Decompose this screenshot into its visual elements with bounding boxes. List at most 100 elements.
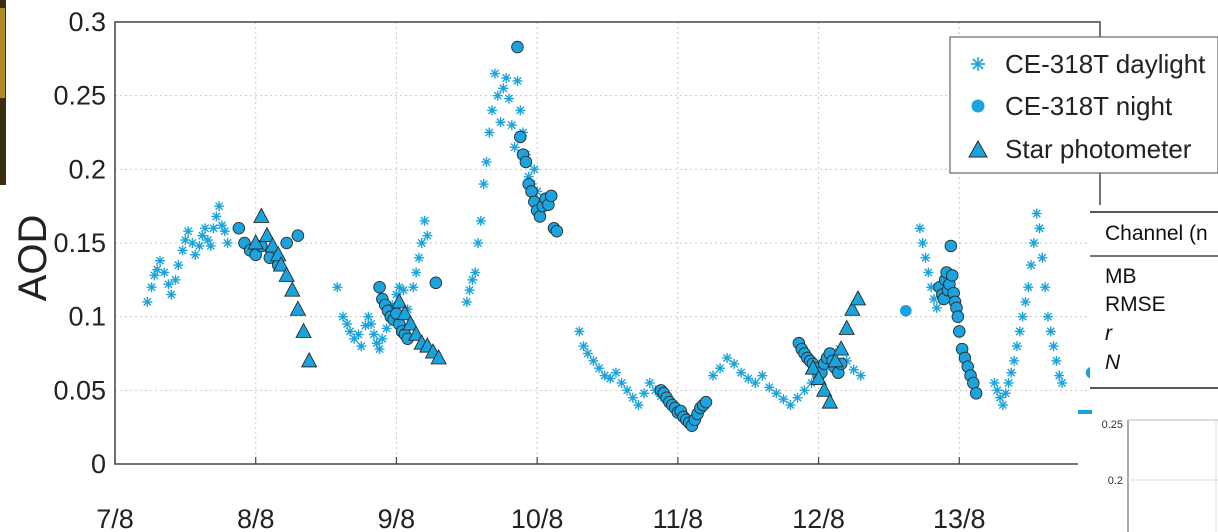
table-background: [1090, 205, 1218, 420]
daylight-point: [1026, 260, 1037, 271]
night-point: [533, 210, 547, 223]
mini-chart-tick-02: 0.2: [1108, 475, 1123, 487]
daylight-point: [1037, 252, 1048, 263]
daylight-point: [1042, 311, 1053, 322]
y-tick-label: 0.15: [53, 228, 106, 258]
night-point: [544, 189, 558, 203]
daylight-point: [408, 282, 419, 293]
daylight-point: [920, 252, 931, 263]
daylight-point: [1048, 341, 1059, 352]
night-point: [525, 185, 538, 198]
marks-layer: [142, 40, 1106, 432]
daylight-point: [222, 238, 233, 248]
night-point: [951, 310, 965, 323]
daylight-point: [639, 388, 650, 399]
daylight-point: [177, 245, 188, 256]
star-point: [407, 325, 425, 341]
daylight-point: [413, 252, 424, 263]
star-point: [810, 369, 827, 385]
daylight-point: [419, 215, 430, 226]
daylight-point: [722, 352, 733, 363]
daylight-point: [377, 333, 388, 344]
daylight-point: [1017, 311, 1028, 322]
daylight-point: [422, 230, 433, 241]
table-header: Channel (n: [1105, 222, 1208, 245]
daylight-point: [344, 326, 355, 337]
daylight-point: [1028, 238, 1039, 248]
daylight-point: [190, 249, 201, 260]
star-point: [838, 319, 855, 335]
star-point: [430, 348, 447, 365]
daylight-point: [214, 201, 225, 212]
mini-chart-bg: [1078, 410, 1218, 532]
daylight-point: [506, 120, 517, 131]
daylight-point: [337, 311, 348, 322]
daylight-point: [923, 267, 934, 278]
daylight-point: [1009, 355, 1020, 366]
x-tick-label: 9/8: [378, 504, 416, 532]
star-point: [849, 290, 867, 306]
daylight-point: [368, 329, 379, 340]
daylight-point: [1023, 282, 1034, 293]
daylight-point: [173, 260, 184, 271]
legend-label-night: CE-318T night: [1005, 91, 1173, 121]
x-tick-label: 13/8: [933, 504, 986, 532]
daylight-point: [473, 238, 484, 248]
y-tick-label: 0.05: [53, 375, 106, 405]
daylight-point: [487, 105, 498, 116]
daylight-point: [166, 289, 177, 300]
x-tick-label: 10/8: [511, 504, 564, 532]
daylight-point: [1031, 208, 1042, 219]
daylight-point: [931, 302, 942, 313]
daylight-point: [504, 93, 514, 104]
daylight-point: [489, 68, 500, 79]
daylight-point: [342, 319, 353, 330]
daylight-point: [356, 341, 367, 352]
daylight-point: [159, 267, 170, 278]
daylight-point: [481, 156, 492, 167]
star-point: [390, 292, 408, 309]
night-point: [944, 239, 958, 253]
daylight-point: [1040, 282, 1051, 293]
night-point: [699, 395, 713, 409]
daylight-point: [142, 296, 153, 307]
daylight-point: [588, 355, 599, 366]
y-tick-label: 0.3: [68, 7, 106, 37]
daylight-point: [484, 127, 495, 138]
night-point: [969, 387, 983, 400]
star-point: [253, 207, 270, 223]
daylight-point: [582, 348, 593, 359]
daylight-point: [515, 105, 526, 116]
daylight-point: [492, 90, 503, 101]
y-tick-label: 0.25: [53, 81, 106, 111]
daylight-point: [1000, 388, 1011, 399]
daylight-point: [757, 370, 768, 381]
daylight-point: [764, 382, 775, 393]
daylight-point: [914, 223, 925, 234]
daylight-point: [610, 367, 621, 378]
y-tick-label: 0: [91, 449, 106, 479]
daylight-point: [578, 341, 589, 352]
x-tick-layer: 7/8 8/8 9/8 10/8 11/8 12/8 13/8: [96, 504, 985, 532]
star-point: [300, 351, 318, 368]
daylight-point: [743, 373, 754, 384]
night-point: [280, 236, 293, 250]
night-point: [373, 280, 386, 294]
y-axis-title: AOD: [11, 215, 55, 302]
daylight-point: [381, 323, 392, 334]
legend-daylight-marker: [971, 57, 985, 71]
legend-night-marker: [971, 99, 985, 113]
x-tick-label: 8/8: [237, 504, 275, 532]
daylight-point: [799, 385, 810, 396]
daylight-point: [1011, 341, 1022, 352]
x-tick-label: 7/8: [96, 504, 134, 532]
legend-label-star: Star photometer: [1005, 134, 1192, 164]
daylight-point: [495, 117, 506, 128]
star-point: [278, 266, 295, 282]
star-point: [804, 359, 822, 375]
daylight-point: [205, 240, 216, 251]
night-point: [232, 222, 246, 235]
daylight-point: [464, 285, 475, 296]
